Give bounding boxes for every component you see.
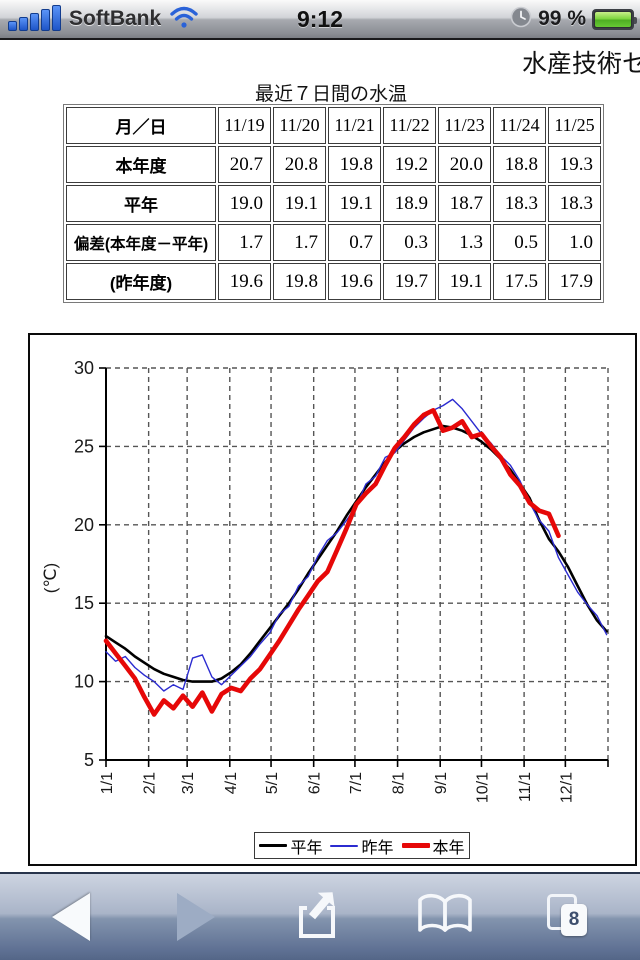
share-button[interactable]: [285, 882, 355, 952]
legend-item: 平年: [259, 834, 322, 858]
safari-toolbar: 8: [0, 872, 640, 960]
table-date-header: 11/24: [493, 107, 546, 144]
share-icon: [293, 888, 347, 947]
table-value-cell: 20.0: [438, 146, 491, 183]
alarm-clock-icon: [510, 6, 532, 33]
bookmarks-book-icon: [416, 892, 474, 943]
water-temperature-table: 月／日 11/19 11/20 11/21 11/22 11/23 11/24 11/25 本年…: [63, 104, 604, 303]
svg-text:20: 20: [74, 515, 94, 535]
back-arrow-icon: [52, 893, 90, 941]
table-value-cell: 19.1: [438, 263, 491, 300]
svg-text:6/1: 6/1: [307, 772, 324, 794]
svg-text:(℃): (℃): [41, 563, 60, 593]
legend-item: 昨年: [330, 834, 394, 858]
bookmarks-button[interactable]: [410, 882, 480, 952]
svg-text:15: 15: [74, 593, 94, 613]
table-date-header: 11/25: [548, 107, 601, 144]
table-date-header: 11/23: [438, 107, 491, 144]
table-value-cell: 19.2: [383, 146, 436, 183]
svg-text:3/1: 3/1: [180, 772, 197, 794]
table-row-label: 偏差(本年度－平年): [66, 224, 216, 261]
svg-text:4/1: 4/1: [223, 772, 240, 794]
table-value-cell: 19.3: [548, 146, 601, 183]
forward-button[interactable]: [161, 882, 231, 952]
table-value-cell: 19.7: [383, 263, 436, 300]
svg-text:7/1: 7/1: [348, 772, 365, 794]
legend-label: 本年: [432, 839, 465, 857]
table-value-cell: 19.6: [328, 263, 381, 300]
table-value-cell: 20.8: [273, 146, 326, 183]
legend-line-swatch: [259, 844, 288, 847]
table-value-cell: 1.7: [218, 224, 271, 261]
table-value-cell: 19.1: [328, 185, 381, 222]
table-value-cell: 18.3: [493, 185, 546, 222]
chart-legend: 平年 昨年 本年: [254, 832, 470, 859]
table-value-cell: 0.5: [493, 224, 546, 261]
table-row-label: 平年: [66, 185, 216, 222]
svg-text:25: 25: [74, 436, 94, 456]
table-corner-label: 月／日: [66, 107, 216, 144]
carrier-label: SoftBank: [69, 7, 162, 30]
page-count-badge: 8: [561, 904, 587, 936]
svg-text:10/1: 10/1: [474, 772, 491, 803]
svg-text:11/1: 11/1: [517, 772, 534, 802]
table-value-cell: 18.3: [548, 185, 601, 222]
table-value-cell: 1.3: [438, 224, 491, 261]
legend-label: 昨年: [361, 839, 394, 857]
table-date-header: 11/21: [328, 107, 381, 144]
svg-text:5/1: 5/1: [264, 772, 281, 794]
svg-text:8/1: 8/1: [391, 772, 408, 794]
svg-text:2/1: 2/1: [142, 772, 159, 794]
svg-text:12/1: 12/1: [558, 772, 575, 803]
legend-line-swatch: [401, 843, 430, 848]
table-value-cell: 19.1: [273, 185, 326, 222]
table-value-cell: 0.7: [328, 224, 381, 261]
table-date-header: 11/22: [383, 107, 436, 144]
table-value-cell: 18.7: [438, 185, 491, 222]
svg-text:1/1: 1/1: [99, 772, 116, 794]
table-row-label: (昨年度): [66, 263, 216, 300]
svg-text:10: 10: [74, 672, 94, 692]
svg-text:5: 5: [84, 750, 94, 770]
signal-strength-icon: [8, 5, 63, 31]
table-value-cell: 19.8: [328, 146, 381, 183]
table-value-cell: 19.8: [273, 263, 326, 300]
legend-item: 本年: [401, 834, 465, 858]
table-date-header: 11/20: [273, 107, 326, 144]
svg-text:9/1: 9/1: [433, 772, 450, 794]
clock-time: 9:12: [296, 5, 344, 32]
battery-percent-label: 99 %: [538, 7, 586, 30]
table-value-cell: 1.0: [548, 224, 601, 261]
table-value-cell: 20.7: [218, 146, 271, 183]
temperature-chart-svg: 5 10 15 20 25 30 (℃) 1/1 2/1 3/1 4/1 5/1 6/1 7/1 8/1 9/…: [41, 358, 609, 803]
legend-line-swatch: [330, 844, 359, 847]
table-title: 最近７日間の水温: [254, 84, 407, 105]
table-value-cell: 17.9: [548, 263, 601, 300]
table-value-cell: 18.8: [493, 146, 546, 183]
table-value-cell: 19.6: [218, 263, 271, 300]
table-value-cell: 18.9: [383, 185, 436, 222]
back-button[interactable]: [36, 882, 106, 952]
table-value-cell: 1.7: [273, 224, 326, 261]
wifi-icon: [169, 5, 199, 34]
pages-button[interactable]: 8: [534, 882, 604, 952]
table-row-label: 本年度: [66, 146, 216, 183]
table-value-cell: 19.0: [218, 185, 271, 222]
page-title: 水産技術セ: [522, 50, 640, 78]
svg-text:30: 30: [74, 358, 94, 378]
table-value-cell: 0.3: [383, 224, 436, 261]
pages-icon: 8: [545, 894, 593, 940]
legend-label: 平年: [290, 839, 323, 857]
temperature-chart: 5 10 15 20 25 30 (℃) 1/1 2/1 3/1 4/1 5/1 6/1 7/1 8/1 9/…: [28, 333, 637, 866]
battery-icon: [592, 8, 637, 30]
status-bar: SoftBank 9:12 99 %: [0, 0, 640, 40]
table-value-cell: 17.5: [493, 263, 546, 300]
forward-arrow-icon: [176, 893, 215, 941]
table-date-header: 11/19: [218, 107, 271, 144]
